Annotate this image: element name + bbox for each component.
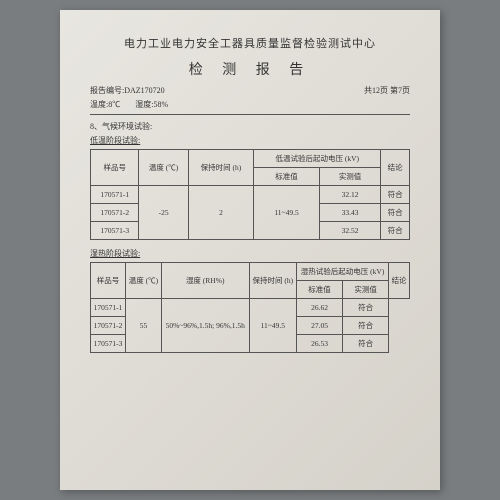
cell-meas: 32.12	[319, 186, 380, 204]
temp-val: 8℃	[108, 100, 120, 109]
cell-hum: 50%~96%,1.5h; 96%,1.5h	[161, 299, 249, 353]
th-meas: 实测值	[343, 281, 389, 299]
th-volt: 湿热试验后起动电压 (kV)	[297, 263, 389, 281]
temp-label: 温度:	[90, 100, 108, 109]
th-std: 标准值	[254, 168, 320, 186]
cell-temp: -25	[139, 186, 188, 240]
org-title: 电力工业电力安全工器具质量监督检验测试中心	[90, 35, 410, 51]
divider	[90, 114, 410, 115]
meta-row: 报告编号:DAZ170720 共12页 第7页	[90, 85, 410, 96]
cell-time: 2	[188, 186, 253, 240]
th-meas: 实测值	[319, 168, 380, 186]
cell-concl: 符合	[381, 204, 410, 222]
report-title: 检 测 报 告	[90, 59, 410, 79]
meta-row2: 温度:8℃ 湿度:58%	[90, 99, 410, 110]
th-concl: 结论	[389, 263, 410, 299]
cell-std: 11~49.5	[249, 299, 296, 353]
table-low-temp: 样品号 温度 (℃) 保持时间 (h) 低温试验后起动电压 (kV) 结论 标准…	[90, 149, 410, 240]
table-row: 170571-1 55 50%~96%,1.5h; 96%,1.5h 11~49…	[91, 299, 410, 317]
cell-id: 170571-2	[91, 204, 139, 222]
table-row: 170571-1 -25 2 11~49.5 32.12 符合	[91, 186, 410, 204]
section-8: 8、气候环境试验:	[90, 121, 410, 132]
th-hum: 湿度 (RH%)	[161, 263, 249, 299]
subsection-hot: 湿热阶段试验:	[90, 248, 410, 259]
hum-val: 58%	[153, 100, 168, 109]
table-hot-humid: 样品号 温度 (℃) 湿度 (RH%) 保持时间 (h) 湿热试验后起动电压 (…	[90, 262, 410, 353]
th-concl: 结论	[381, 150, 410, 186]
th-time: 保持时间 (h)	[249, 263, 296, 299]
page-info: 共12页 第7页	[364, 85, 410, 96]
cell-meas: 26.62	[297, 299, 343, 317]
th-std: 标准值	[297, 281, 343, 299]
cell-meas: 33.43	[319, 204, 380, 222]
subsection-low: 低温阶段试验:	[90, 135, 410, 146]
th-sample: 样品号	[91, 263, 126, 299]
cell-concl: 符合	[343, 335, 389, 353]
th-temp: 温度 (℃)	[139, 150, 188, 186]
cell-meas: 32.52	[319, 222, 380, 240]
document-page: 电力工业电力安全工器具质量监督检验测试中心 检 测 报 告 报告编号:DAZ17…	[60, 10, 440, 490]
cell-id: 170571-1	[91, 299, 126, 317]
cell-id: 170571-3	[91, 335, 126, 353]
cell-id: 170571-3	[91, 222, 139, 240]
cell-temp: 55	[126, 299, 162, 353]
cell-concl: 符合	[343, 299, 389, 317]
th-time: 保持时间 (h)	[188, 150, 253, 186]
cell-id: 170571-1	[91, 186, 139, 204]
cell-concl: 符合	[343, 317, 389, 335]
hum-label: 湿度:	[135, 100, 153, 109]
cell-std: 11~49.5	[254, 186, 320, 240]
th-sample: 样品号	[91, 150, 139, 186]
report-no-label: 报告编号:	[90, 86, 124, 95]
cell-meas: 26.53	[297, 335, 343, 353]
report-no: DAZ170720	[124, 86, 164, 95]
th-temp: 温度 (℃)	[126, 263, 162, 299]
cell-id: 170571-2	[91, 317, 126, 335]
cell-meas: 27.05	[297, 317, 343, 335]
cell-concl: 符合	[381, 186, 410, 204]
cell-concl: 符合	[381, 222, 410, 240]
th-volt: 低温试验后起动电压 (kV)	[254, 150, 381, 168]
